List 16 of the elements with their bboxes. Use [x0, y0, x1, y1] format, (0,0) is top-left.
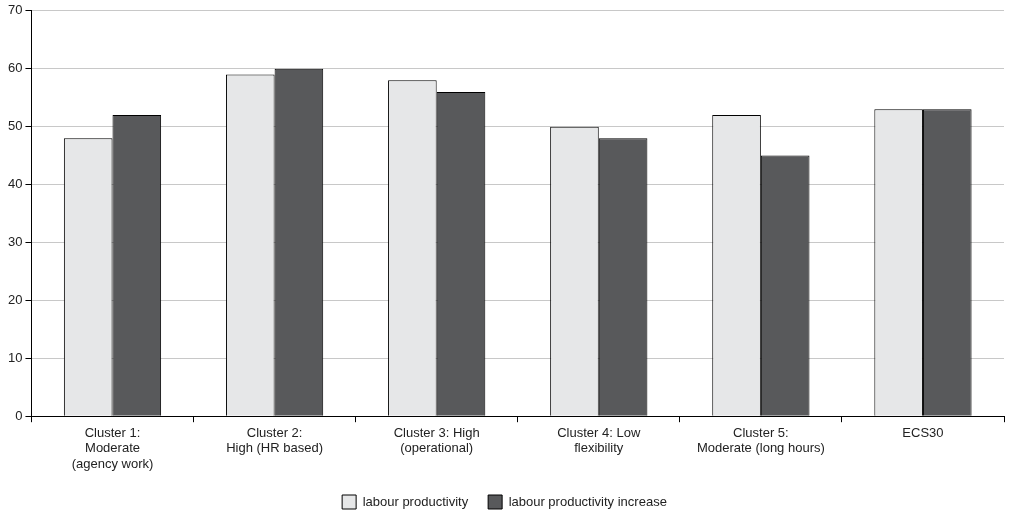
y-tick-label: 40	[7, 176, 23, 192]
x-tick-label: Cluster 5: Moderate (long hours)	[696, 424, 825, 456]
x-tick-label: Cluster 3: High (operational)	[393, 424, 480, 456]
y-tick-label: 70	[7, 2, 23, 18]
y-tick-label: 50	[7, 118, 23, 134]
x-tick-label: Cluster 2: High (HR based)	[226, 424, 324, 456]
x-tick-label: ECS30	[902, 424, 944, 440]
y-tick-label: 60	[7, 60, 23, 76]
legend-label: labour productivity	[362, 493, 469, 509]
y-tick-label: 10	[7, 349, 23, 365]
x-tick-label: Cluster 1: Moderate (agency work)	[71, 424, 154, 471]
y-tick-label: 20	[7, 291, 23, 307]
y-tick-label: 0	[15, 407, 23, 423]
x-tick-label: Cluster 4: Low flexibility	[557, 424, 641, 456]
legend-label: labour productivity increase	[508, 493, 667, 509]
y-tick-label: 30	[7, 234, 23, 250]
